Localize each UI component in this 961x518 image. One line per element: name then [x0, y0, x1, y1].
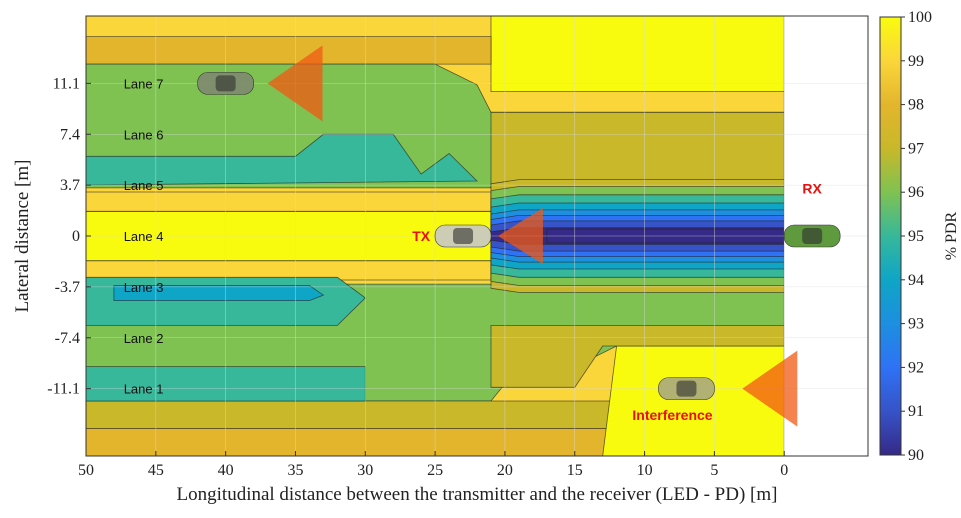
- band-upper-right: [490, 16, 785, 92]
- y-tick-label: 11.1: [53, 75, 80, 92]
- x-tick-label: 10: [637, 462, 653, 479]
- band-lane5-teal: [86, 133, 478, 186]
- interference-annotation: Interference: [632, 407, 712, 423]
- x-tick-label: 5: [710, 462, 718, 479]
- colorbar-tick-label: 95: [908, 228, 924, 245]
- lane-label: Lane 3: [124, 280, 164, 295]
- x-axis-title: Longitudinal distance between the transm…: [177, 484, 778, 505]
- colorbar-tick-label: 100: [908, 9, 932, 26]
- vehicles: [197, 45, 841, 427]
- lane-label: Lane 1: [124, 382, 164, 397]
- y-axis-ticks: 11.1 7.4 3.7 0 -3.7 -7.4 -11.1: [47, 75, 91, 398]
- x-tick-label: 15: [567, 462, 583, 479]
- colorbar-tick-label: 97: [908, 140, 924, 157]
- x-tick-label: 50: [78, 462, 94, 479]
- interference-cone-lane1: [742, 350, 798, 427]
- tx-car: [434, 224, 492, 248]
- tx-annotation: TX: [412, 228, 431, 244]
- x-tick-label: 45: [148, 462, 164, 479]
- rx-annotation: RX: [802, 180, 822, 196]
- rx-car: [783, 224, 841, 248]
- x-tick-label: 30: [357, 462, 373, 479]
- x-axis-ticks: 50 45 40 35 30 25 20 15 10 5 0: [78, 451, 788, 479]
- interference-cone-lane7: [267, 45, 323, 122]
- x-tick-label: 40: [218, 462, 234, 479]
- y-tick-label: 3.7: [60, 177, 80, 194]
- lane-label: Lane 4: [124, 229, 164, 244]
- colorbar-tick-label: 93: [908, 316, 924, 333]
- y-tick-label: -3.7: [55, 279, 80, 296]
- x-tick-label: 25: [427, 462, 443, 479]
- band-lane4-upper: [86, 191, 492, 212]
- colorbar-tick-label: 96: [908, 184, 924, 201]
- y-tick-label: -11.1: [47, 381, 80, 398]
- lane-label: Lane 7: [124, 76, 164, 91]
- interfering-car-lane1: [658, 377, 715, 400]
- colorbar-bar: [879, 16, 902, 456]
- colorbar-tick-label: 90: [908, 447, 924, 464]
- x-tick-label: 0: [780, 462, 788, 479]
- lane-label: Lane 6: [124, 127, 164, 142]
- x-tick-label: 35: [287, 462, 303, 479]
- y-axis-title: Lateral distance [m]: [12, 160, 33, 313]
- colorbar-tick-label: 94: [908, 272, 924, 289]
- x-tick-label: 20: [497, 462, 513, 479]
- colorbar: 100 99 98 97 96 95 94 93 92 91 90 % PDR: [879, 9, 960, 464]
- plot-area: [86, 16, 868, 456]
- interfering-car-lane7: [197, 72, 254, 95]
- band-lane3-blue: [113, 285, 325, 301]
- lane-label: Lane 5: [124, 178, 164, 193]
- lane-label: Lane 2: [124, 331, 164, 346]
- y-tick-label: -7.4: [55, 330, 80, 347]
- tx-light-cone: [497, 208, 543, 264]
- colorbar-ticks: 100 99 98 97 96 95 94 93 92 91 90: [901, 9, 932, 464]
- lane-labels: Lane 7 Lane 6 Lane 5 Lane 4 Lane 3 Lane 2 Lane…: [124, 76, 164, 396]
- colorbar-label: % PDR: [943, 211, 960, 260]
- y-tick-label: 7.4: [60, 126, 80, 143]
- colorbar-tick-label: 91: [908, 403, 924, 420]
- colorbar-tick-label: 98: [908, 97, 924, 114]
- colorbar-tick-label: 92: [908, 359, 924, 376]
- y-tick-label: 0: [72, 228, 80, 245]
- band-top-left: [86, 36, 492, 65]
- band-upper-right-97: [490, 111, 785, 189]
- colorbar-tick-label: 99: [908, 53, 924, 70]
- band-interference-zone: [602, 345, 785, 456]
